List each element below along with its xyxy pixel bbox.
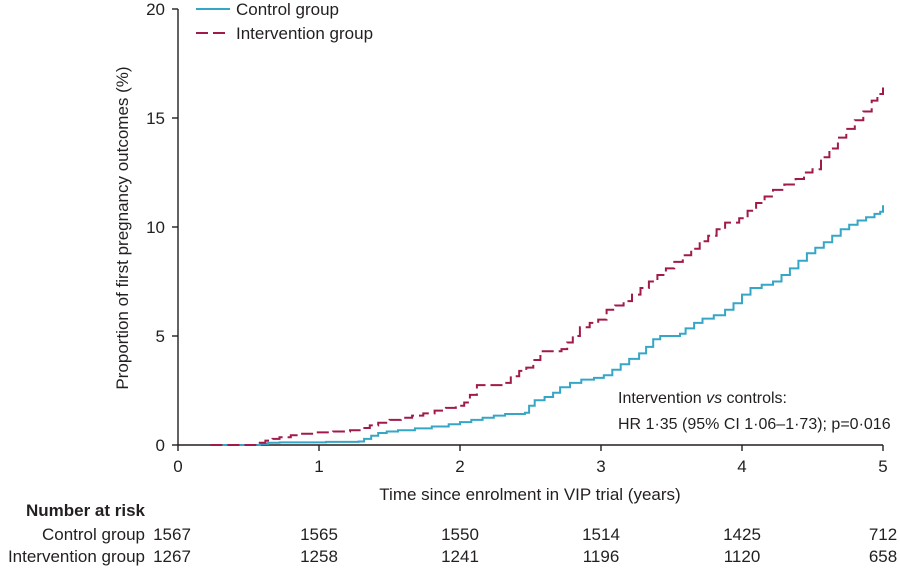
risk-value: 1565 xyxy=(300,525,338,544)
legend-label-control-group: Control group xyxy=(236,0,339,19)
risk-value: 658 xyxy=(869,547,897,566)
risk-row-label: Control group xyxy=(42,525,145,544)
x-tick-label: 0 xyxy=(173,457,182,476)
x-axis-label: Time since enrolment in VIP trial (years… xyxy=(379,485,680,504)
risk-value: 1120 xyxy=(724,547,761,566)
legend: Control group Intervention group xyxy=(196,0,373,43)
intervention-group-line xyxy=(210,87,884,446)
risk-value: 1241 xyxy=(441,547,479,566)
plot-series xyxy=(210,87,884,446)
number-at-risk-table: Number at risk Control group 1567 1565 1550… xyxy=(8,501,897,566)
risk-value: 1425 xyxy=(723,525,761,544)
y-axis-ticks: 0 5 10 15 20 xyxy=(146,0,178,455)
number-at-risk-heading: Number at risk xyxy=(26,501,146,520)
y-tick-label: 20 xyxy=(146,0,165,19)
annotation-italic-text: vs xyxy=(706,390,722,407)
hazard-ratio-annotation: Intervention vs controls: HR 1·35 (95% C… xyxy=(618,390,891,433)
annotation-text: controls: xyxy=(727,390,787,407)
y-axis-label: Proportion of first pregnancy outcomes (… xyxy=(113,66,132,389)
number-at-risk-rows: Control group 1567 1565 1550 1514 1425 712 Inte… xyxy=(8,525,897,566)
x-axis-ticks: 0 1 2 3 4 5 xyxy=(173,445,888,476)
control-group-line xyxy=(210,205,884,446)
y-tick-label: 15 xyxy=(146,109,165,128)
y-tick-label: 0 xyxy=(156,436,165,455)
risk-value: 1550 xyxy=(441,525,479,544)
risk-value: 1196 xyxy=(583,547,620,566)
annotation-line-2: HR 1·35 (95% CI 1·06–1·73); p=0·016 xyxy=(618,416,891,433)
annotation-text: Intervention xyxy=(618,390,702,407)
risk-value: 712 xyxy=(869,525,897,544)
risk-value: 1514 xyxy=(582,525,620,544)
x-tick-label: 4 xyxy=(737,457,746,476)
x-tick-label: 2 xyxy=(455,457,464,476)
y-tick-label: 5 xyxy=(156,327,165,346)
legend-label-intervention-group: Intervention group xyxy=(236,24,373,43)
annotation-line-1: Intervention vs controls: xyxy=(618,390,787,407)
x-tick-label: 3 xyxy=(596,457,605,476)
risk-row-label: Intervention group xyxy=(8,547,145,566)
x-tick-label: 5 xyxy=(878,457,887,476)
x-tick-label: 1 xyxy=(314,457,323,476)
risk-value: 1267 xyxy=(153,547,191,566)
risk-value: 1567 xyxy=(153,525,191,544)
y-tick-label: 10 xyxy=(146,218,165,237)
risk-value: 1258 xyxy=(300,547,338,566)
